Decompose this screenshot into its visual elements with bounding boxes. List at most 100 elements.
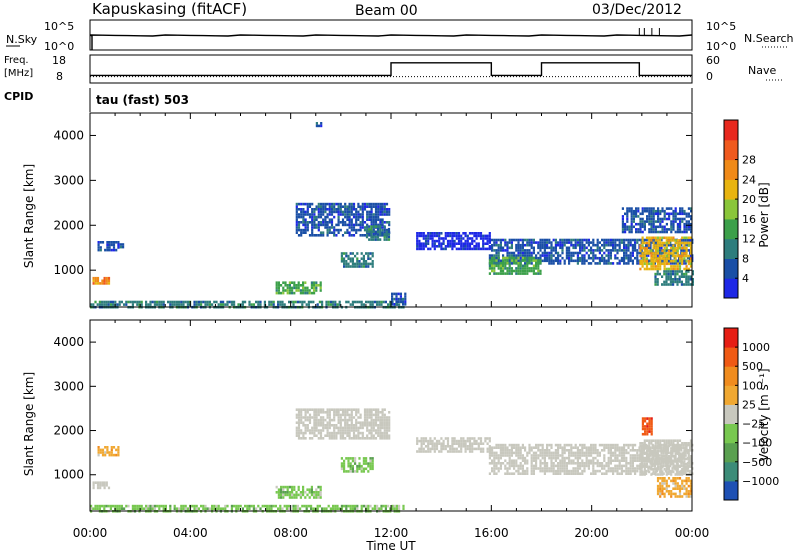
echo-cell — [346, 408, 349, 411]
echo-cell — [583, 443, 586, 447]
echo-cell — [464, 245, 467, 248]
echo-cell — [579, 464, 582, 468]
echo-cell — [297, 429, 301, 432]
echo-cell — [297, 485, 300, 489]
echo-cell — [346, 213, 349, 216]
echo-cell — [546, 451, 549, 455]
echo-cell — [670, 212, 673, 216]
echo-cell — [488, 245, 491, 248]
colorbar-tick-label: 28 — [742, 154, 756, 167]
echo-cell — [683, 241, 686, 245]
echo-cell — [468, 450, 472, 453]
echo-cell — [286, 291, 289, 295]
echo-cell — [427, 450, 430, 453]
echo-cell — [479, 437, 483, 440]
echo-cell — [576, 251, 579, 255]
echo-cell — [609, 256, 612, 260]
echo-cell — [689, 275, 692, 278]
echo-cell — [300, 437, 303, 440]
echo-cell — [581, 443, 584, 447]
echo-cell — [618, 446, 621, 449]
echo-cell — [643, 228, 646, 231]
echo-cell — [431, 237, 434, 240]
echo-cell — [277, 488, 280, 491]
echo-cell — [299, 289, 302, 292]
echo-cell — [366, 437, 369, 440]
echo-cell — [277, 286, 280, 290]
echo-cell — [581, 259, 584, 263]
echo-cell — [648, 244, 651, 247]
echo-cell — [495, 451, 498, 455]
echo-cell — [616, 454, 619, 457]
echo-cell — [563, 451, 566, 455]
echo-cell — [370, 416, 373, 419]
echo-cell — [362, 303, 365, 306]
echo-cell — [625, 462, 628, 465]
echo-cell — [539, 238, 542, 242]
echo-cell — [404, 295, 407, 298]
echo-cell — [118, 507, 121, 510]
echo-cell — [665, 470, 668, 474]
echo-cell — [94, 279, 97, 283]
echo-cell — [621, 215, 624, 218]
echo-cell — [632, 209, 635, 213]
echo-cell — [94, 507, 97, 510]
echo-cell — [543, 459, 546, 462]
echo-cell — [676, 487, 679, 490]
echo-cell — [636, 464, 639, 468]
echo-cell — [136, 507, 139, 510]
echo-cell — [497, 254, 500, 257]
echo-cell — [635, 207, 638, 210]
echo-cell — [629, 443, 632, 447]
echo-cell — [641, 462, 644, 466]
echo-cell — [648, 207, 651, 210]
echo-cell — [669, 464, 672, 468]
echo-cell — [381, 231, 384, 234]
echo-cell — [313, 284, 316, 287]
echo-cell — [315, 411, 318, 414]
echo-cell — [387, 504, 390, 508]
echo-cell — [681, 470, 684, 474]
echo-cell — [324, 218, 327, 221]
echo-cell — [324, 223, 327, 227]
echo-cell — [112, 246, 116, 249]
echo-cell — [362, 257, 365, 260]
echo-cell — [574, 241, 577, 244]
echo-cell — [554, 449, 557, 452]
echo-cell — [99, 451, 102, 454]
echo-cell — [344, 426, 347, 430]
echo-cell — [282, 491, 285, 494]
echo-cell — [670, 455, 673, 458]
echo-cell — [388, 418, 391, 422]
echo-cell — [383, 228, 386, 232]
echo-cell — [528, 243, 531, 247]
echo-cell — [672, 462, 675, 466]
echo-cell — [497, 462, 500, 465]
echo-cell — [689, 439, 693, 442]
echo-cell — [105, 481, 108, 484]
echo-cell — [667, 275, 670, 278]
echo-cell — [371, 507, 374, 510]
echo-cell — [361, 215, 364, 219]
echo-cell — [94, 504, 97, 508]
echo-cell — [670, 259, 673, 263]
echo-cell — [623, 449, 626, 452]
echo-cell — [624, 230, 627, 234]
echo-cell — [324, 210, 327, 214]
echo-cell — [343, 470, 346, 473]
echo-cell — [106, 248, 109, 252]
echo-cell — [369, 300, 372, 304]
echo-cell — [362, 467, 365, 471]
echo-cell — [304, 496, 307, 499]
echo-cell — [515, 443, 518, 447]
echo-cell — [614, 454, 617, 457]
echo-cell — [379, 221, 382, 224]
echo-cell — [479, 442, 483, 445]
echo-cell — [634, 454, 637, 457]
echo-cell — [654, 439, 657, 442]
echo-cell — [645, 262, 649, 266]
echo-cell — [319, 205, 323, 208]
echo-cell — [96, 279, 100, 283]
echo-cell — [691, 278, 694, 281]
echo-cell — [576, 469, 579, 473]
